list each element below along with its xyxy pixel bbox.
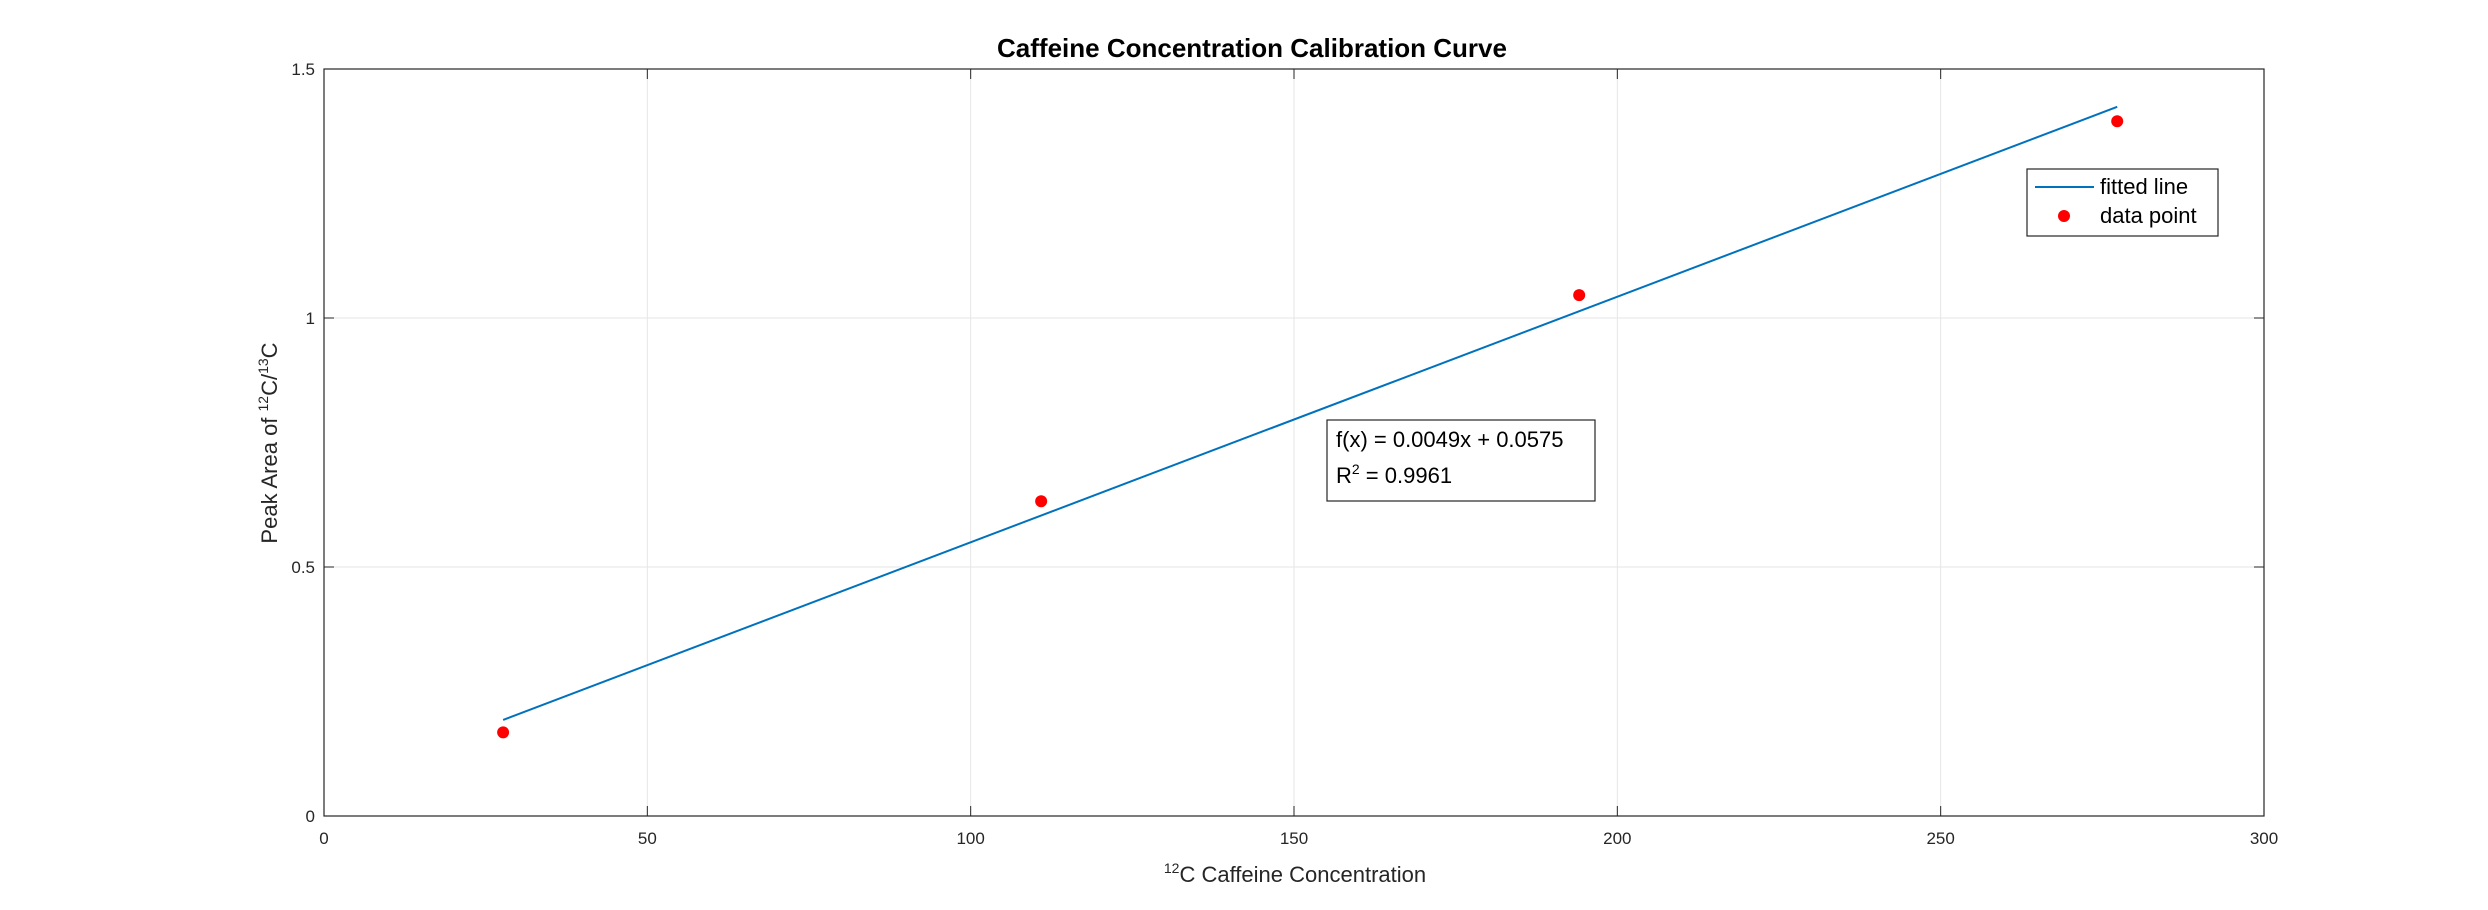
data-point-marker xyxy=(497,726,510,739)
fit-r-squared-sup: 2 xyxy=(1352,461,1360,477)
fitted-line xyxy=(502,105,2118,721)
x-tick-label: 0 xyxy=(319,829,328,848)
legend-box xyxy=(2026,168,2219,237)
y-tick-label: 0.5 xyxy=(291,558,315,577)
x-tick-label: 300 xyxy=(2250,829,2278,848)
data-point-marker xyxy=(1573,289,1586,302)
x-tick-labels: 0 50 100 150 200 250 300 xyxy=(319,829,2278,848)
x-tick-label: 200 xyxy=(1603,829,1631,848)
y-axis-label-mid: C/ xyxy=(257,373,282,396)
x-tick-label: 250 xyxy=(1926,829,1954,848)
y-axis-label: Peak Area of 12C/13C xyxy=(255,342,282,543)
data-point-marker xyxy=(1035,495,1048,508)
chart-title: Caffeine Concentration Calibration Curve xyxy=(997,33,1507,63)
fit-r-squared-value: = 0.9961 xyxy=(1360,463,1452,488)
y-axis-label-sup2: 13 xyxy=(255,358,271,374)
legend-data-point-swatch xyxy=(2058,210,2070,222)
fit-r-squared: R2 = 0.9961 xyxy=(1336,461,1452,488)
y-tick-label: 1.5 xyxy=(291,60,315,79)
x-axis-label-main: C Caffeine Concentration xyxy=(1179,862,1426,887)
y-axis-label-sup1: 12 xyxy=(255,396,271,412)
y-axis-label-post: C xyxy=(257,342,282,358)
data-point-marker xyxy=(2111,115,2124,128)
plot-area-frame xyxy=(323,68,2265,817)
x-axis-label-sup: 12 xyxy=(1164,860,1180,876)
y-tick-label: 0 xyxy=(306,807,315,826)
y-tick-label: 1 xyxy=(306,309,315,328)
fit-r-squared-r: R xyxy=(1336,463,1352,488)
grid-lines xyxy=(323,68,2265,817)
y-tick-labels: 0 0.5 1 1.5 xyxy=(291,60,315,826)
legend: fitted line data point xyxy=(2026,168,2219,237)
series-layer xyxy=(497,105,2124,739)
legend-fitted-line-label: fitted line xyxy=(2100,174,2188,199)
x-axis-label: 12C Caffeine Concentration xyxy=(1164,860,1426,887)
fit-equation: f(x) = 0.0049x + 0.0575 xyxy=(1336,427,1564,452)
fit-annotation-box xyxy=(1326,419,1596,502)
y-axis-label-pre: Peak Area of xyxy=(257,411,282,543)
x-tick-label: 50 xyxy=(638,829,657,848)
fit-annotation: f(x) = 0.0049x + 0.0575 R2 = 0.9961 xyxy=(1326,419,1596,502)
legend-data-point-label: data point xyxy=(2100,203,2197,228)
x-tick-label: 150 xyxy=(1280,829,1308,848)
x-tick-label: 100 xyxy=(956,829,984,848)
